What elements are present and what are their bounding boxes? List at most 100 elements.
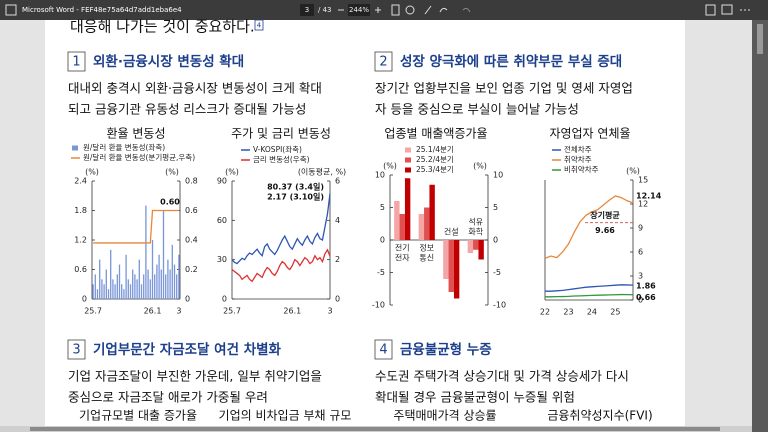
bar [143, 274, 145, 299]
legend-label: 원/달러 환율 변동성(좌축) [83, 142, 165, 152]
y-tick-label: 6 [335, 177, 340, 186]
bar [112, 279, 114, 299]
rotate-icon[interactable] [405, 5, 415, 15]
series-line [231, 248, 331, 283]
horizontal-scroll-thumb[interactable] [30, 427, 720, 431]
section-text: 되고 금융기관 유동성 리스크가 증대될 가능성 [68, 102, 306, 117]
menu-icon[interactable] [5, 4, 17, 16]
chart-title: 주가 및 금리 변동성 [231, 127, 331, 141]
legend-label: 취약차주 [564, 154, 592, 164]
section-text: 장기간 업황부진을 보인 업종 기업 및 영세 자영업 [375, 81, 633, 96]
bar [121, 284, 123, 299]
y-tick-label: 10 [493, 171, 503, 180]
axis-unit: (%) [225, 168, 239, 177]
bar [151, 240, 154, 299]
y-tick-label: 0 [185, 295, 190, 304]
section-number: 1 [72, 55, 80, 70]
end-value-label: 1.86 [636, 282, 656, 291]
series-line [545, 293, 634, 298]
bar [418, 214, 425, 240]
bar [394, 201, 400, 240]
zoom-level[interactable]: 244% [349, 6, 369, 14]
y-tick-label: 0 [222, 295, 227, 304]
y-tick-label: 0 [493, 236, 498, 245]
page-number[interactable]: 3 [305, 6, 309, 14]
x-tick-label: 석유 [468, 217, 483, 227]
undo-icon[interactable] [439, 7, 448, 13]
x-tick-label: 전기 [395, 243, 410, 253]
bar [129, 284, 132, 299]
bar [429, 184, 435, 240]
bar [473, 240, 479, 250]
legend-swatch [72, 145, 78, 151]
series-line [545, 284, 634, 292]
bar [162, 210, 165, 299]
bar [156, 264, 158, 299]
series-line [93, 209, 179, 244]
x-tick-label: 24 [587, 308, 597, 317]
section-text: 수도권 주택가격 상승기대 및 가격 상승세가 다시 [375, 369, 629, 384]
x-tick-label: 26.1 [144, 307, 162, 316]
legend-swatch [405, 167, 411, 173]
section-number: 4 [379, 343, 387, 358]
end-value-label: 12.14 [636, 191, 662, 200]
bar [147, 269, 149, 299]
annotation: 2.17 (3.10일) [267, 192, 324, 202]
section-text: 확대될 경우 금융불균형이 누증될 위험 [375, 390, 575, 405]
y-tick-label: 6 [638, 248, 643, 257]
section-number-box [67, 339, 86, 360]
fit-icon[interactable] [391, 4, 400, 16]
reference-label: 장기평균 [590, 210, 620, 220]
bar [105, 269, 107, 299]
zoom-in-icon[interactable] [375, 7, 381, 13]
y-tick-label: 2.4 [74, 177, 87, 186]
section-text: 대내외 충격시 외환·금융시장 변동성이 크게 확대 [68, 81, 322, 96]
x-tick-label: 23 [563, 308, 573, 317]
legend-label: 비취약차주 [564, 164, 599, 174]
section-heading: 금융불균형 누증 [400, 341, 492, 358]
save-icon[interactable] [705, 4, 716, 16]
redo-icon[interactable] [462, 7, 471, 13]
zoom-box[interactable] [348, 4, 370, 16]
chart-title: 환율 변동성 [106, 127, 165, 141]
draw-icon[interactable] [424, 5, 432, 15]
section-number: 3 [72, 343, 80, 358]
bar [467, 240, 474, 253]
section-number-box [374, 51, 393, 72]
footnote-box [254, 19, 264, 31]
bar [99, 259, 101, 299]
side-strip [752, 20, 768, 432]
bar [169, 269, 171, 299]
legend-label: 금리 변동성(우축) [253, 155, 310, 164]
bar [478, 240, 484, 260]
bar [96, 289, 99, 299]
bar [103, 284, 105, 299]
bar [160, 269, 162, 299]
legend-label: V-KOSPI(좌축) [253, 145, 302, 154]
legend-label: 원/달러 환율 변동성(분기평균,우축) [83, 152, 195, 162]
bar [173, 264, 176, 299]
y-tick-label: 0 [335, 295, 340, 304]
bar [453, 240, 460, 299]
section-number: 2 [379, 55, 387, 70]
legend-label: 25.3/4분기 [416, 165, 454, 174]
annotation: 0.60 [160, 198, 180, 207]
y-tick-label: -5 [493, 268, 501, 277]
y-tick-label: 9 [638, 224, 643, 233]
bar [134, 274, 136, 299]
bar [158, 254, 160, 299]
x-tick-label: 화학 [468, 227, 483, 237]
print-icon[interactable] [721, 4, 733, 15]
x-tick-label: 25.7 [84, 307, 102, 316]
bar [132, 269, 134, 299]
section-number-box [67, 51, 86, 72]
y-tick-label: 10 [375, 171, 385, 180]
section-heading: 기업부문간 자금조달 여건 차별화 [93, 341, 282, 358]
page-input[interactable] [300, 4, 314, 16]
series-line [231, 193, 331, 265]
bar [167, 259, 169, 299]
vertical-scroll-thumb[interactable] [757, 24, 763, 54]
y-tick-label: -10 [493, 301, 506, 310]
y-tick-label: 0.6 [185, 206, 198, 215]
